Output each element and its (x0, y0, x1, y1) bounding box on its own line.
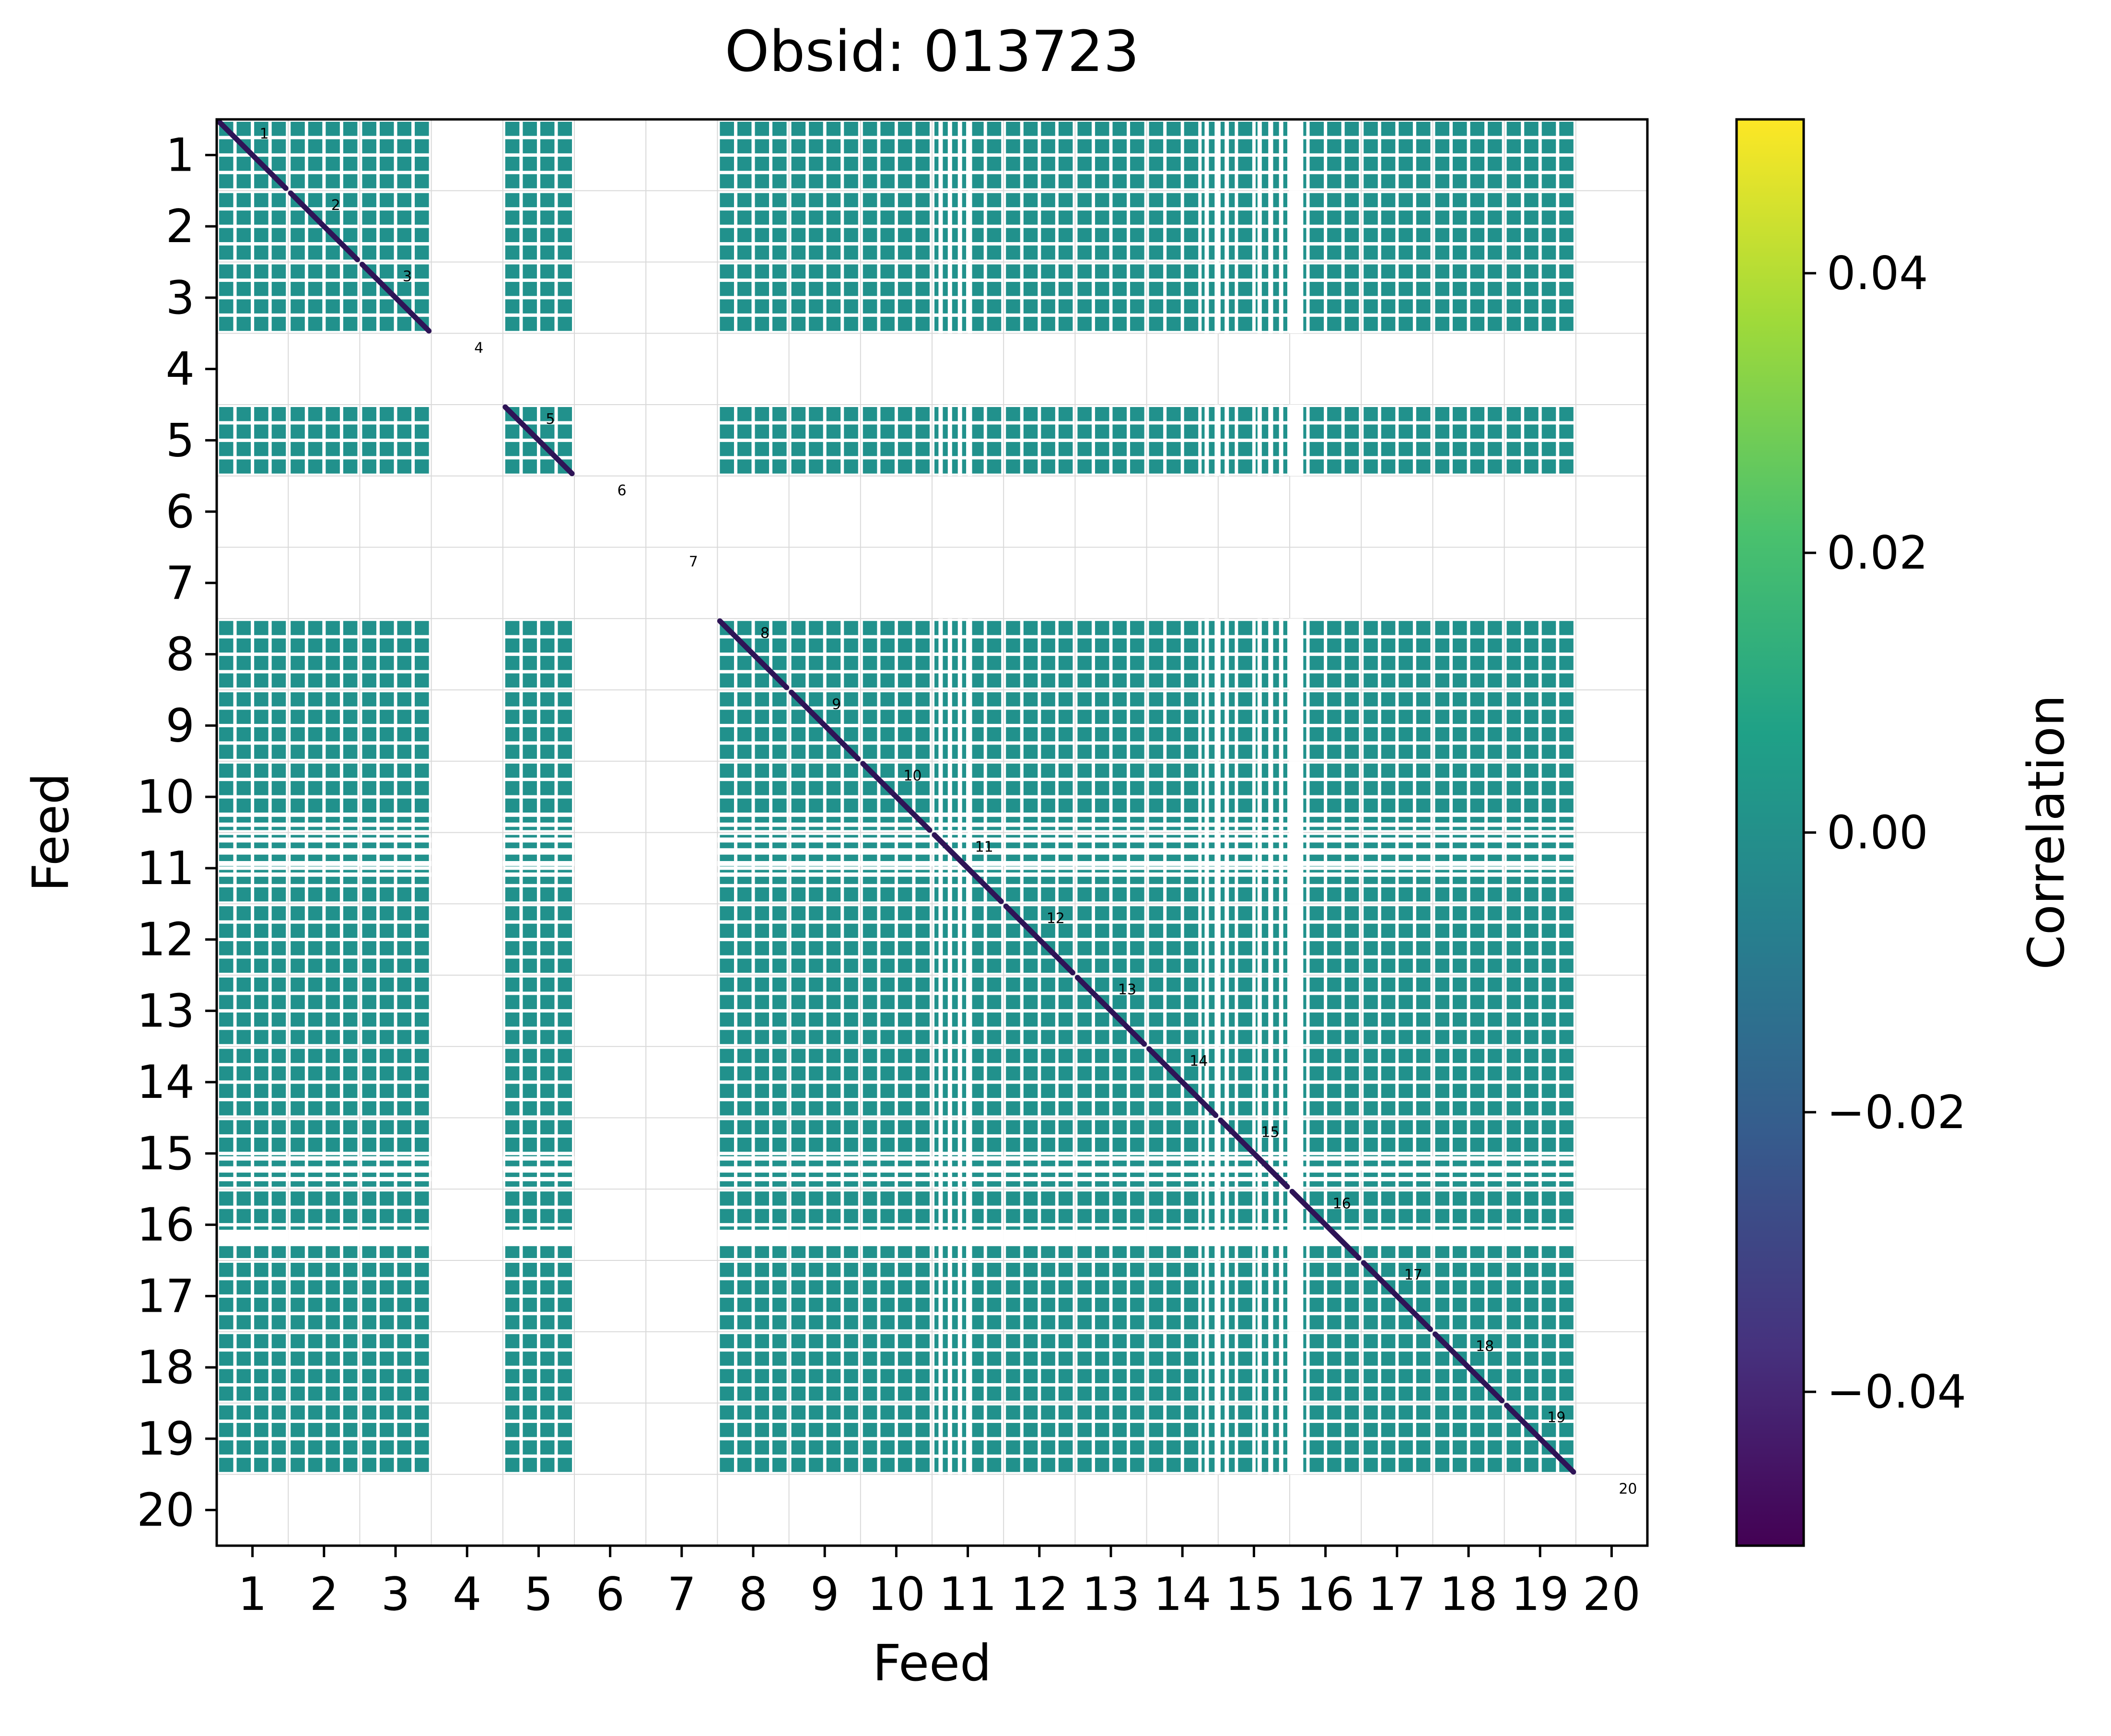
x-tick-label: 17 (1368, 1568, 1426, 1621)
x-tick-label: 5 (524, 1568, 553, 1621)
diagonal-feed-label: 3 (403, 268, 412, 285)
y-tick-label: 20 (137, 1484, 195, 1537)
y-tick-label: 19 (137, 1413, 195, 1466)
diagonal-feed-label: 16 (1333, 1195, 1351, 1212)
x-tick-label: 13 (1082, 1568, 1140, 1621)
x-tick-label: 15 (1225, 1568, 1283, 1621)
x-tick-label: 12 (1010, 1568, 1068, 1621)
plot-frame (215, 118, 1649, 1547)
y-tick-label: 13 (137, 985, 195, 1037)
diagonal-feed-label: 20 (1619, 1480, 1637, 1497)
y-tick-label: 18 (137, 1341, 195, 1394)
diagonal-feed-label: 12 (1047, 910, 1065, 927)
x-tick-label: 10 (867, 1568, 925, 1621)
x-tick-label: 8 (739, 1568, 768, 1621)
y-tick-label: 10 (137, 771, 195, 824)
colorbar-tick-label: −0.04 (1827, 1366, 1966, 1419)
diagonal-feed-label: 13 (1118, 981, 1136, 998)
x-tick-label: 7 (667, 1568, 696, 1621)
diagonal-feed-label: 2 (331, 197, 340, 214)
diagonal-feed-label: 6 (618, 482, 627, 499)
diagonal-feed-label: 8 (760, 625, 770, 641)
y-axis-label: Feed (22, 772, 80, 892)
x-tick-label: 16 (1296, 1568, 1354, 1621)
axis-ticks: 1122334455667788991010111112121313141415… (137, 129, 1641, 1621)
x-tick-label: 6 (595, 1568, 624, 1621)
x-tick-label: 11 (939, 1568, 997, 1621)
diagonal-feed-label: 19 (1547, 1410, 1565, 1426)
y-tick-label: 17 (137, 1270, 195, 1323)
diagonal-feed-label: 10 (903, 768, 921, 784)
y-tick-label: 2 (166, 200, 195, 253)
diagonal-feed-label: 5 (546, 411, 555, 428)
y-tick-label: 16 (137, 1199, 195, 1252)
y-tick-label: 6 (166, 486, 195, 538)
y-tick-label: 9 (166, 699, 195, 752)
colorbar-label: Correlation (2017, 695, 2076, 970)
diagonal-line (216, 119, 1576, 1475)
y-tick-label: 11 (137, 842, 195, 895)
x-tick-label: 4 (453, 1568, 481, 1621)
diagonal-feed-label: 1 (260, 126, 269, 142)
x-tick-label: 9 (810, 1568, 839, 1621)
colorbar-tick-label: 0.00 (1827, 807, 1928, 860)
diagonal-feed-label: 9 (832, 696, 841, 713)
x-tick-label: 3 (381, 1568, 410, 1621)
diagonal-feed-label: 4 (474, 339, 483, 356)
x-tick-label: 18 (1440, 1568, 1498, 1621)
diagonal-feed-label: 14 (1190, 1053, 1208, 1070)
diagonal-feed-label: 18 (1476, 1338, 1494, 1355)
diagonal-feed-label: 15 (1261, 1124, 1279, 1141)
y-tick-label: 12 (137, 914, 195, 967)
y-tick-label: 5 (166, 414, 195, 467)
diagonal-feed-label: 11 (975, 839, 993, 856)
y-tick-label: 3 (166, 272, 195, 325)
x-tick-label: 14 (1154, 1568, 1212, 1621)
x-axis-label: Feed (872, 1634, 992, 1692)
chart-title: Obsid: 013723 (724, 18, 1140, 84)
y-tick-label: 15 (137, 1128, 195, 1180)
diagonal-feed-label: 7 (689, 554, 698, 571)
masked-stripes (217, 119, 1576, 1475)
y-tick-label: 8 (166, 629, 195, 681)
x-tick-label: 1 (238, 1568, 267, 1621)
diagonal-feed-label: 17 (1404, 1267, 1423, 1283)
x-tick-label: 19 (1511, 1568, 1569, 1621)
plot-gridlines (217, 119, 1647, 1546)
y-tick-label: 1 (166, 129, 195, 182)
x-tick-label: 2 (310, 1568, 338, 1621)
colorbar: 0.04 0.02 0.00 −0.02 −0.04 (1735, 118, 1966, 1547)
y-tick-label: 7 (166, 557, 195, 610)
y-tick-label: 4 (166, 343, 195, 396)
colorbar-tick-label: −0.02 (1827, 1086, 1966, 1139)
colorbar-tick-label: 0.04 (1827, 247, 1928, 300)
x-tick-label: 20 (1583, 1568, 1641, 1621)
colorbar-tick-label: 0.02 (1827, 527, 1928, 580)
y-tick-label: 14 (137, 1056, 195, 1109)
